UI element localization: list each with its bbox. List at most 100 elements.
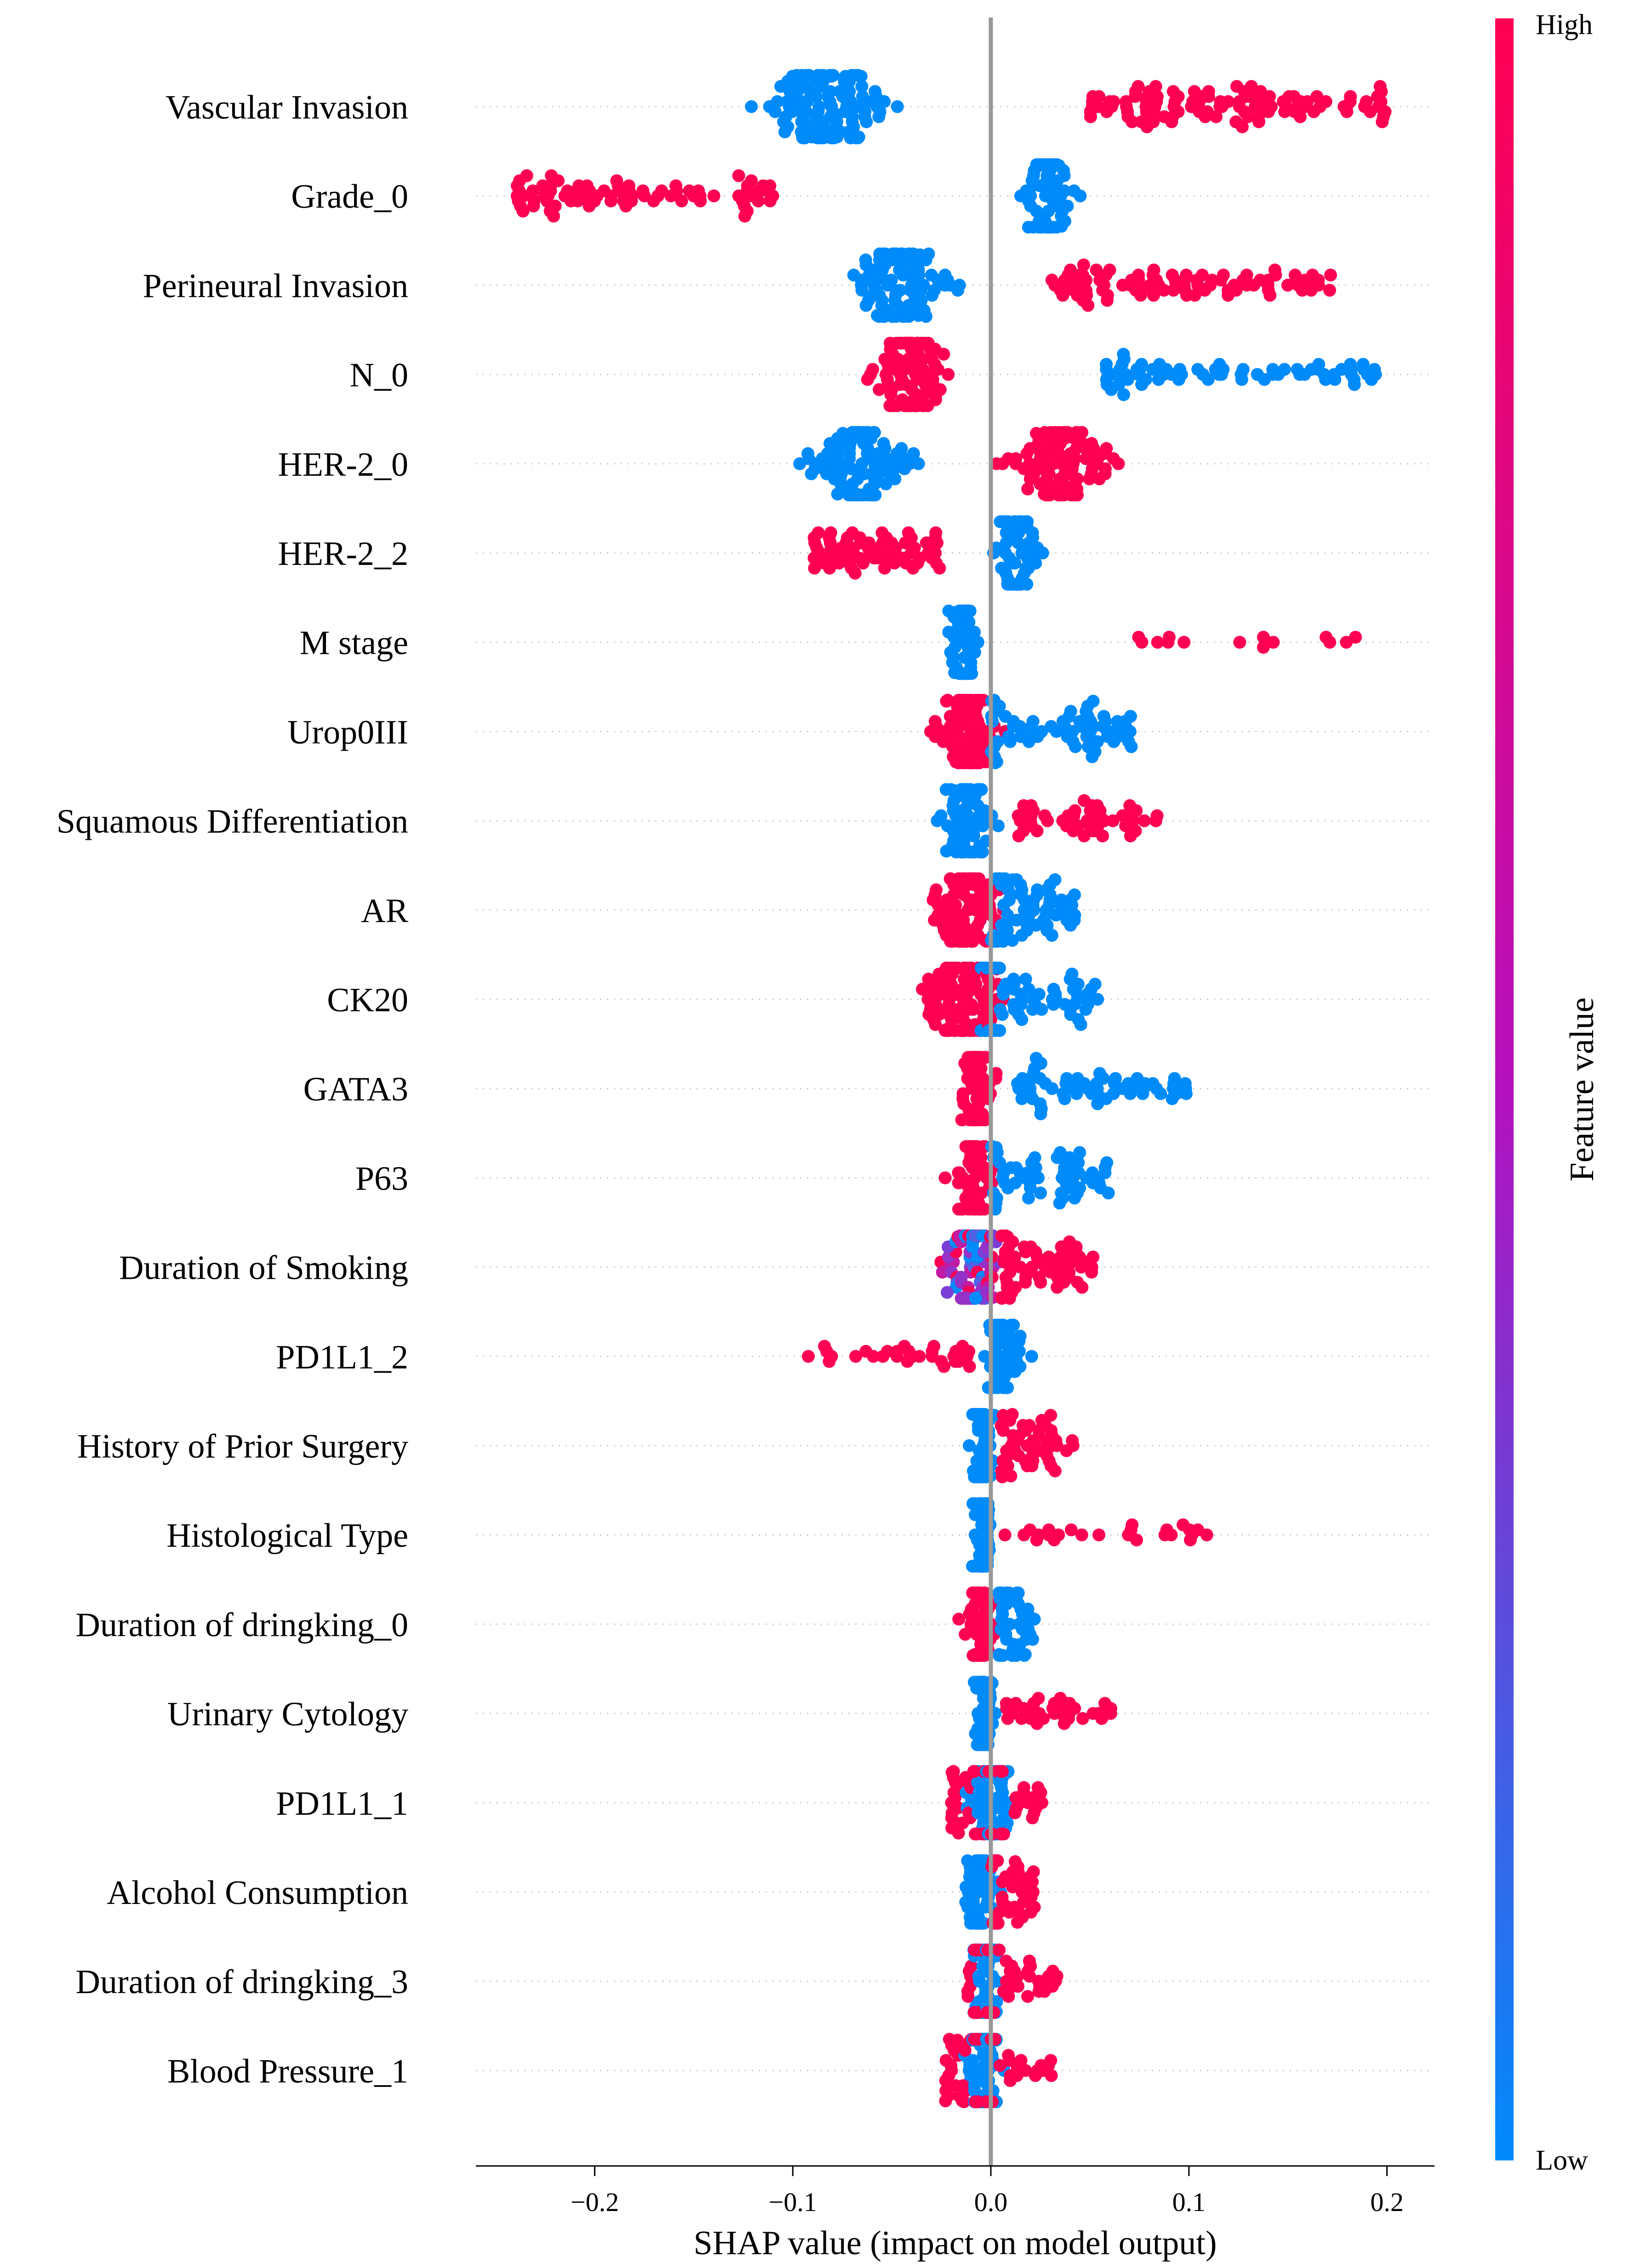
shap-point	[929, 526, 943, 539]
shap-point	[1050, 221, 1063, 234]
shap-point	[1103, 263, 1116, 277]
shap-point	[830, 442, 843, 455]
shap-point	[1050, 1970, 1063, 1983]
shap-point	[1025, 1350, 1038, 1363]
shap-point	[1045, 274, 1058, 287]
shap-point	[1191, 1523, 1205, 1537]
shap-point	[1015, 1013, 1029, 1026]
shap-point	[969, 1051, 982, 1064]
shap-point	[996, 935, 1010, 948]
feature-label: N_0	[350, 357, 408, 394]
shap-point	[817, 120, 830, 133]
shap-point	[1031, 883, 1044, 896]
shap-point	[1007, 978, 1021, 991]
shap-point	[1373, 80, 1387, 93]
shap-point	[1064, 705, 1077, 718]
shap-point	[1053, 1197, 1066, 1210]
shap-point	[1195, 268, 1209, 282]
shap-point	[1217, 363, 1230, 376]
shap-point	[1021, 1990, 1035, 2003]
shap-point	[1245, 80, 1258, 93]
shap-point	[999, 872, 1012, 885]
shap-point	[1026, 526, 1039, 539]
shap-point	[1177, 1518, 1190, 1532]
shap-point	[1000, 1697, 1013, 1710]
feature-label: CK20	[327, 981, 408, 1019]
shap-point	[875, 526, 889, 539]
shap-point	[895, 442, 908, 455]
shap-point	[561, 184, 574, 198]
shap-point	[1026, 715, 1040, 728]
shap-point	[1007, 1318, 1020, 1332]
shap-point	[1011, 578, 1024, 591]
shap-point	[995, 1586, 1008, 1600]
shap-point	[745, 100, 758, 113]
shap-point	[1202, 85, 1215, 98]
shap-point	[1107, 1087, 1120, 1100]
shap-point	[1360, 95, 1373, 108]
shap-point	[855, 457, 869, 470]
shap-point	[902, 247, 915, 261]
shap-point	[1064, 263, 1077, 277]
shap-point	[971, 1140, 984, 1153]
shap-point	[956, 1816, 969, 1829]
shap-point	[1356, 358, 1370, 371]
shap-point	[1008, 1965, 1021, 1978]
shap-point	[938, 268, 952, 282]
shap-point	[1146, 1077, 1160, 1090]
shap-point	[1097, 710, 1110, 723]
shap-point	[955, 1113, 968, 1127]
shap-point	[1217, 268, 1230, 282]
shap-point	[975, 783, 988, 796]
shap-point	[1134, 289, 1147, 302]
shap-point	[1100, 1156, 1114, 1169]
shap-point	[1023, 184, 1036, 198]
shap-point	[1079, 1003, 1092, 1016]
shap-point	[823, 1355, 836, 1368]
shap-point	[1055, 893, 1068, 906]
feature-label: Vascular Invasion	[166, 89, 408, 126]
shap-point	[1126, 115, 1139, 128]
shap-point	[940, 844, 953, 858]
shap-point	[1026, 1811, 1039, 1824]
shap-point	[1091, 993, 1104, 1006]
shap-point	[995, 1292, 1009, 1305]
shap-point	[1038, 809, 1052, 822]
shap-point	[1003, 735, 1017, 748]
shap-point	[598, 184, 611, 198]
shap-point	[898, 1339, 911, 1353]
shap-point	[884, 399, 897, 412]
shap-point	[1035, 725, 1048, 738]
shap-point	[1023, 472, 1037, 485]
shap-point	[1184, 1533, 1197, 1547]
shap-point	[1233, 636, 1246, 649]
shap-point	[571, 194, 584, 208]
x-tick-label: 0.0	[974, 2187, 1008, 2217]
shap-point	[1010, 1161, 1023, 1174]
shap-point	[1135, 378, 1149, 391]
shap-point	[969, 1292, 983, 1305]
shap-point	[1152, 373, 1165, 386]
shap-point	[583, 199, 596, 213]
feature-label: Alcohol Consumption	[107, 1874, 408, 1912]
shap-point	[929, 393, 942, 406]
shap-point	[1288, 268, 1302, 282]
shap-point	[1045, 929, 1058, 942]
shap-point	[831, 487, 844, 501]
shap-point	[972, 1854, 985, 1867]
shap-point	[1301, 95, 1314, 108]
shap-point	[1130, 1533, 1143, 1547]
shap-point	[1078, 1077, 1091, 1090]
shap-point	[996, 1381, 1010, 1394]
shap-point	[859, 299, 873, 312]
shap-point	[1035, 1003, 1048, 1016]
shap-point	[1077, 258, 1090, 272]
x-axis: −0.2 −0.1 0.0 0.1 0.2 SHAP value (impact on …	[476, 2165, 1435, 2262]
shap-point	[1173, 363, 1186, 376]
feature-label: Grade_0	[291, 178, 408, 216]
shap-point	[857, 467, 871, 480]
shap-point	[610, 174, 623, 188]
shap-point	[636, 184, 650, 198]
shap-point	[1037, 1712, 1050, 1725]
